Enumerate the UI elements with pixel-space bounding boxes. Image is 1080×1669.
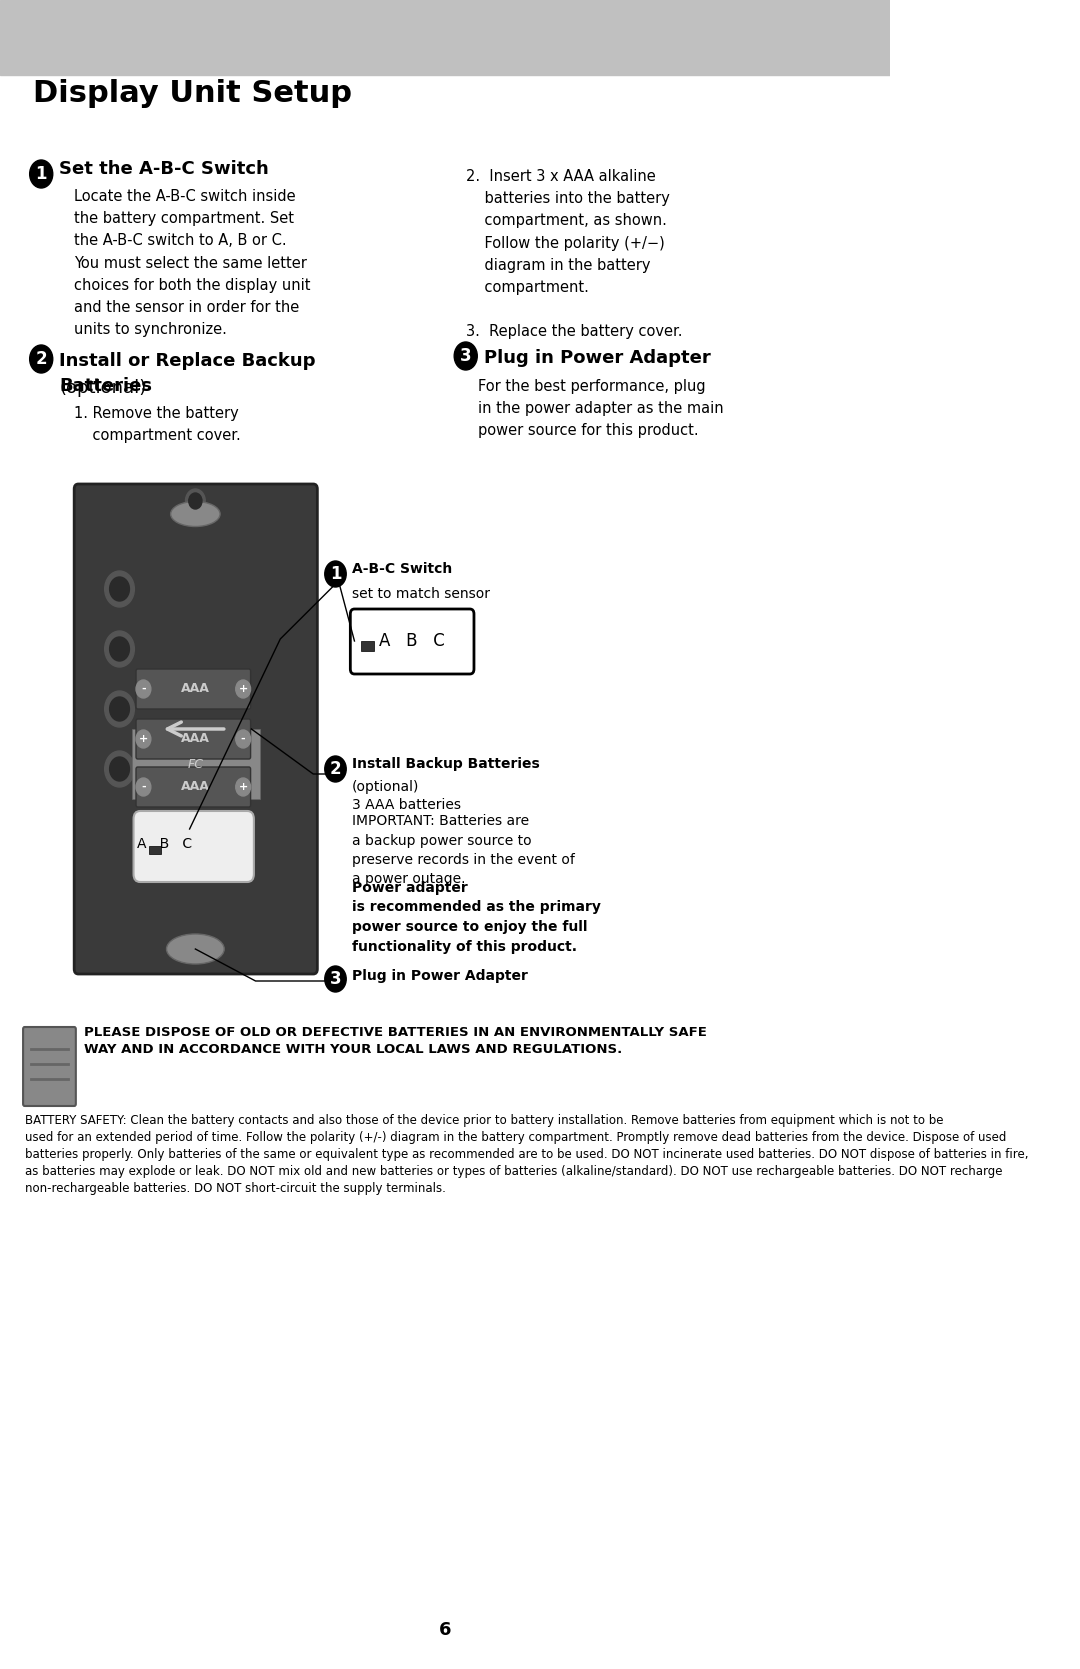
Text: 1: 1 [329, 566, 341, 582]
Text: -: - [241, 734, 245, 744]
FancyBboxPatch shape [23, 1026, 76, 1107]
Text: 2: 2 [36, 350, 48, 367]
Text: AAA: AAA [181, 781, 210, 793]
Text: set to match sensor: set to match sensor [352, 587, 490, 601]
Circle shape [105, 571, 134, 608]
Text: For the best performance, plug
in the power adapter as the main
power source for: For the best performance, plug in the po… [478, 379, 724, 439]
FancyBboxPatch shape [136, 669, 251, 709]
Circle shape [110, 577, 130, 601]
Text: 2.  Insert 3 x AAA alkaline
    batteries into the battery
    compartment, as s: 2. Insert 3 x AAA alkaline batteries int… [465, 169, 683, 339]
Circle shape [136, 679, 151, 698]
Text: 1: 1 [36, 165, 46, 184]
Text: +: + [139, 734, 148, 744]
FancyBboxPatch shape [136, 768, 251, 808]
Text: A   B   C: A B C [379, 633, 445, 649]
Text: Plug in Power Adapter: Plug in Power Adapter [352, 970, 528, 983]
Text: +: + [239, 783, 247, 793]
Bar [149, 846, 161, 855]
Text: 2: 2 [329, 759, 341, 778]
Ellipse shape [166, 935, 225, 965]
Text: A-B-C Switch: A-B-C Switch [352, 562, 453, 576]
Text: Display Unit Setup: Display Unit Setup [33, 78, 352, 108]
Text: 1. Remove the battery
    compartment cover.: 1. Remove the battery compartment cover. [75, 406, 241, 444]
Text: AAA: AAA [181, 733, 210, 746]
Circle shape [235, 778, 251, 796]
Circle shape [136, 778, 151, 796]
Circle shape [186, 489, 205, 512]
Circle shape [325, 756, 347, 783]
Bar [0, 0, 890, 75]
Circle shape [325, 561, 347, 587]
Text: Install or Replace Backup
Batteries: Install or Replace Backup Batteries [59, 352, 315, 396]
Text: 6: 6 [438, 1621, 451, 1639]
FancyBboxPatch shape [75, 484, 318, 975]
FancyBboxPatch shape [350, 609, 474, 674]
Text: IMPORTANT: Batteries are
a backup power source to
preserve records in the event : IMPORTANT: Batteries are a backup power … [352, 814, 575, 886]
Circle shape [105, 631, 134, 668]
Circle shape [110, 698, 130, 721]
Text: Set the A-B-C Switch: Set the A-B-C Switch [59, 160, 269, 179]
Text: Power adapter
is recommended as the primary
power source to enjoy the full
funct: Power adapter is recommended as the prim… [352, 881, 600, 953]
Text: AAA: AAA [181, 683, 210, 696]
Text: PLEASE DISPOSE OF OLD OR DEFECTIVE BATTERIES IN AN ENVIRONMENTALLY SAFE
WAY AND : PLEASE DISPOSE OF OLD OR DEFECTIVE BATTE… [84, 1026, 707, 1056]
Circle shape [29, 345, 53, 372]
Text: Plug in Power Adapter: Plug in Power Adapter [484, 349, 711, 367]
Text: Locate the A-B-C switch inside
the battery compartment. Set
the A-B-C switch to : Locate the A-B-C switch inside the batte… [75, 189, 311, 337]
Text: BATTERY SAFETY: Clean the battery contacts and also those of the device prior to: BATTERY SAFETY: Clean the battery contac… [25, 1113, 1028, 1195]
Circle shape [455, 342, 477, 371]
Circle shape [29, 160, 53, 189]
Circle shape [105, 691, 134, 728]
FancyBboxPatch shape [25, 1020, 865, 1108]
Text: +: + [239, 684, 247, 694]
Circle shape [110, 758, 130, 781]
Text: FC: FC [187, 758, 203, 771]
Text: -: - [141, 684, 146, 694]
Text: (optional)
3 AAA batteries: (optional) 3 AAA batteries [352, 779, 461, 813]
Circle shape [235, 729, 251, 748]
Ellipse shape [171, 501, 220, 526]
Circle shape [105, 751, 134, 788]
Circle shape [110, 638, 130, 661]
Text: (optional): (optional) [59, 379, 147, 397]
Circle shape [235, 679, 251, 698]
Bar [361, 641, 375, 651]
Circle shape [136, 729, 151, 748]
Text: -: - [141, 783, 146, 793]
Circle shape [189, 492, 202, 509]
FancyArrowPatch shape [167, 723, 224, 736]
Text: A   B   C: A B C [137, 836, 192, 851]
Text: 3: 3 [460, 347, 472, 366]
Text: 3: 3 [329, 970, 341, 988]
Text: Install Backup Batteries: Install Backup Batteries [352, 758, 540, 771]
Bar [132, 729, 259, 799]
FancyBboxPatch shape [134, 811, 254, 881]
Circle shape [325, 966, 347, 991]
FancyBboxPatch shape [136, 719, 251, 759]
